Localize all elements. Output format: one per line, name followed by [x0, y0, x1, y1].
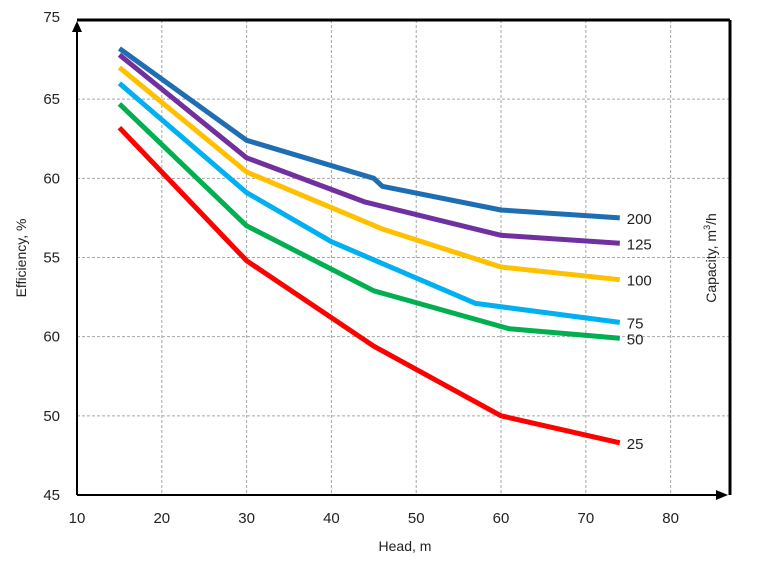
series-line-75: [117, 81, 621, 325]
x-axis-ticks: 10 20 30 40 50 60 70 80: [69, 510, 679, 527]
y-tick-55: 60: [43, 329, 60, 346]
series-line-25: [117, 125, 621, 446]
x-tick-80: 80: [662, 510, 679, 527]
y-tick-50: 50: [43, 408, 60, 425]
y-tick-60: 55: [43, 250, 60, 267]
plot-frame: [72, 18, 732, 500]
series-label-100: 100: [627, 273, 652, 290]
x-axis-title: Head, m: [379, 538, 432, 554]
y-tick-70: 65: [43, 91, 60, 108]
series-line-50: [117, 102, 621, 341]
series-line-200: [117, 46, 620, 221]
series-label-50: 50: [627, 331, 644, 348]
y-axis-title: Efficiency, %: [13, 219, 29, 298]
x-tick-60: 60: [493, 510, 510, 527]
series-line-125: [117, 52, 620, 246]
x-tick-30: 30: [238, 510, 255, 527]
x-tick-50: 50: [408, 510, 425, 527]
y-axis-arrow-icon: [72, 21, 82, 32]
x-tick-10: 10: [69, 510, 86, 527]
x-tick-70: 70: [577, 510, 594, 527]
x-tick-20: 20: [153, 510, 170, 527]
series-label-75: 75: [627, 315, 644, 332]
series-label-25: 25: [627, 436, 644, 453]
series-line-100: [117, 65, 621, 283]
y-axis-ticks: 45 50 60 55 60 65 75: [43, 9, 60, 504]
y-tick-75: 75: [43, 9, 60, 26]
secondary-axis-title: Capacity, m3/h: [702, 213, 719, 303]
y-tick-45: 45: [43, 487, 60, 504]
y-tick-65: 60: [43, 170, 60, 187]
series-label-200: 200: [627, 211, 652, 228]
series-lines: [117, 46, 621, 446]
x-tick-40: 40: [323, 510, 340, 527]
x-axis-arrow-icon: [716, 490, 728, 500]
series-label-125: 125: [627, 236, 652, 253]
